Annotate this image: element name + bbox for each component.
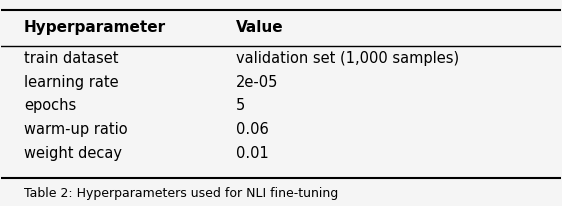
Text: validation set (1,000 samples): validation set (1,000 samples)	[236, 51, 459, 66]
Text: warm-up ratio: warm-up ratio	[24, 122, 128, 137]
Text: train dataset: train dataset	[24, 51, 118, 66]
Text: weight decay: weight decay	[24, 146, 122, 161]
Text: 5: 5	[236, 98, 246, 113]
Text: 0.01: 0.01	[236, 146, 269, 161]
Text: 0.06: 0.06	[236, 122, 269, 137]
Text: 2e-05: 2e-05	[236, 75, 279, 89]
Text: Table 2: Hyperparameters used for NLI fine-tuning: Table 2: Hyperparameters used for NLI fi…	[24, 187, 338, 200]
Text: epochs: epochs	[24, 98, 76, 113]
Text: Hyperparameter: Hyperparameter	[24, 20, 166, 35]
Text: learning rate: learning rate	[24, 75, 119, 89]
Text: Value: Value	[236, 20, 284, 35]
